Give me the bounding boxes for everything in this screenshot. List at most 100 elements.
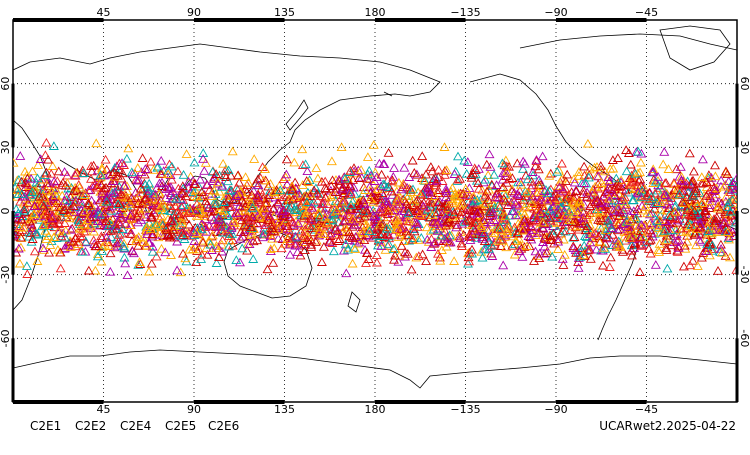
observation-marker [466,170,477,179]
observation-marker [316,216,326,226]
observation-marker [404,172,415,181]
observation-marker [135,183,146,193]
observation-marker [537,217,548,227]
observation-marker [156,243,167,253]
observation-marker [95,209,106,219]
observation-marker [274,180,285,190]
observation-marker [248,236,259,246]
observation-marker [178,225,188,235]
observation-marker [122,270,133,280]
observation-marker [226,223,237,232]
observation-marker [506,197,517,207]
observation-marker [661,188,672,198]
observation-marker [345,180,356,190]
legend-entry: C2E1 [30,419,61,433]
observation-marker [265,244,276,254]
observation-marker [407,155,418,165]
observation-marker [43,231,54,241]
observation-marker [541,248,552,257]
observation-marker [338,207,348,217]
observation-marker [310,237,321,246]
x-tick-label-bottom: −135 [450,403,480,416]
observation-marker [688,166,699,176]
observation-marker [345,189,356,198]
observation-marker [635,157,646,167]
observation-marker [336,142,347,152]
observation-marker [48,141,59,150]
observation-marker [95,178,106,188]
observation-marker [545,230,555,240]
observation-marker [580,225,591,235]
observation-marker [537,151,548,161]
observation-marker [556,158,567,168]
observation-marker [704,250,715,260]
observation-marker [560,198,571,207]
observation-marker [585,237,596,247]
observation-marker [425,186,436,196]
observation-marker [467,218,478,228]
observation-marker [679,215,690,225]
observation-marker [348,242,359,252]
observation-marker [386,186,397,196]
observation-marker [125,228,136,238]
observation-marker [709,182,720,192]
observation-marker [326,156,337,166]
observation-marker [411,205,422,214]
observation-marker [603,172,614,181]
observation-marker [231,191,242,200]
observation-marker [126,167,137,177]
observation-marker [413,251,424,261]
observation-marker [74,182,85,192]
observation-marker [621,166,632,176]
observation-marker [101,202,112,211]
observation-marker [631,213,642,223]
observation-marker [547,251,558,261]
observation-marker [582,191,592,201]
observation-marker [477,185,488,195]
observation-marker [255,211,266,221]
observation-marker [596,213,606,222]
observation-marker [112,223,123,233]
observation-marker [97,163,107,172]
observation-marker [430,237,440,247]
observation-marker [181,256,192,266]
observation-marker [635,233,646,243]
observation-marker [369,195,380,205]
observation-marker [720,167,731,177]
observation-marker [184,244,195,254]
observation-marker [148,164,159,174]
observation-marker [569,177,580,187]
observation-marker [554,187,565,197]
observation-marker [287,216,298,226]
observation-marker [36,200,47,209]
observation-marker [618,246,628,256]
observation-marker [574,196,585,205]
observation-marker [184,219,195,229]
observation-marker [320,192,331,202]
observation-marker [369,176,380,185]
observation-marker [82,215,93,225]
observation-marker [722,227,733,236]
observation-marker [596,196,607,206]
observation-marker [681,192,692,201]
observation-marker [41,137,52,147]
observation-marker [623,222,633,231]
observation-marker [461,215,472,225]
observation-marker [608,163,619,173]
observation-marker [437,176,448,185]
observation-marker [614,182,625,192]
observation-marker [357,227,368,237]
observation-marker [514,246,525,255]
observation-marker [707,240,718,250]
observation-marker [617,195,628,204]
observation-marker [50,201,61,211]
observation-marker [661,177,671,187]
observation-marker [101,164,112,174]
observation-marker [83,200,94,209]
observation-marker [161,184,172,194]
observation-marker [703,226,714,235]
observation-marker [539,232,550,242]
observation-marker [96,180,107,190]
observation-marker [327,215,338,225]
observation-marker [502,166,513,176]
